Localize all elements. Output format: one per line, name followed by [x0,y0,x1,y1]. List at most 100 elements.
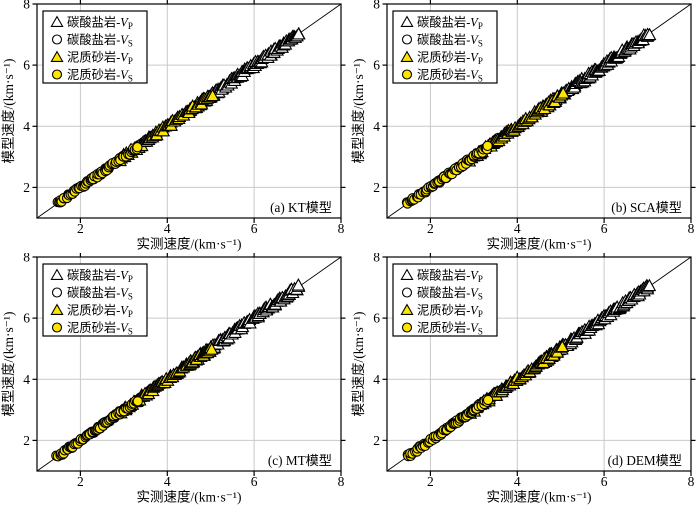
y-tick-label: 6 [373,311,380,326]
subplot-c: 2 4 6 8 2 4 6 8 实测速度/(km·s⁻¹) 模型速度/(km·s… [0,253,350,506]
x-tick-label: 2 [427,474,434,489]
legend-marker-mudsand-vs-icon [51,322,63,333]
legend-label-mudsand-vs: 泥质砂岩-VS [67,320,133,337]
scatter-points [51,278,306,462]
y-axis-label: 模型速度/(km·s⁻¹) [351,59,366,164]
y-tick-label: 6 [373,58,380,73]
legend-marker-carbonate-vs-icon [51,287,63,298]
x-tick-label: 6 [601,474,608,489]
legend-marker-mudsand-vs-icon [401,69,413,80]
scatter-points [402,278,657,462]
data-point [132,396,143,407]
subplot-b: 2 4 6 8 2 4 6 8 实测速度/(km·s⁻¹) 模型速度/(km·s… [350,0,700,253]
y-tick-labels: 2 4 6 8 [373,253,380,448]
x-tick-labels: 2 4 6 8 [77,474,345,489]
x-tick-labels: 2 4 6 8 [427,474,695,489]
y-tick-label: 2 [373,433,380,448]
y-tick-label: 4 [373,372,380,387]
y-axis-label: 模型速度/(km·s⁻¹) [351,312,366,417]
y-tick-label: 4 [23,119,30,134]
legend-marker-carbonate-vs-icon [51,34,63,45]
y-tick-label: 6 [23,58,30,73]
y-tick-label: 8 [23,0,30,12]
subplot-d-canvas: 2 4 6 8 2 4 6 8 实测速度/(km·s⁻¹) 模型速度/(km·s… [351,253,696,505]
legend-label-carbonate-vp: 碳酸盐岩-VP [417,14,483,31]
x-tick-label: 2 [427,221,434,236]
legend-marker-mudsand-vp-icon [400,303,414,315]
axis-ticks [32,0,346,223]
x-tick-label: 6 [251,221,258,236]
legend-marker-carbonate-vp-icon [400,15,414,27]
legend-label-carbonate-vs: 碳酸盐岩-VS [67,285,133,302]
data-point [204,342,219,355]
legend-label-carbonate-vs: 碳酸盐岩-VS [417,285,483,302]
legend-marker-carbonate-vp-icon [50,268,64,280]
x-tick-label: 2 [77,474,84,489]
legend-label-carbonate-vs: 碳酸盐岩-VS [417,32,483,49]
x-axis-label: 实测速度/(km·s⁻¹) [137,490,242,505]
subplot-tag: (a) KT模型 [270,200,332,215]
legend-marker-mudsand-vp-icon [50,303,64,315]
x-tick-label: 4 [164,474,171,489]
scatter-points [401,27,657,209]
x-tick-label: 4 [164,221,171,236]
data-point [482,140,493,152]
y-tick-label: 2 [23,433,30,448]
subplot-b-canvas: 2 4 6 8 2 4 6 8 实测速度/(km·s⁻¹) 模型速度/(km·s… [351,0,696,252]
data-point [642,27,657,41]
x-axis-label: 实测速度/(km·s⁻¹) [487,237,592,252]
axis-ticks [382,0,696,223]
x-axis-label: 实测速度/(km·s⁻¹) [487,490,592,505]
y-tick-label: 2 [373,180,380,195]
legend-marker-mudsand-vs-icon [51,69,63,80]
legend: 碳酸盐岩-VP 碳酸盐岩-VS 泥质砂岩-VP 泥质砂岩-VS [392,263,498,337]
data-point [556,86,571,99]
x-tick-label: 8 [688,474,695,489]
legend-label-mudsand-vp: 泥质砂岩-VP [67,302,133,319]
axis-ticks [32,253,346,476]
legend-label-mudsand-vs: 泥质砂岩-VS [417,67,483,84]
y-axis-label: 模型速度/(km·s⁻¹) [1,59,16,164]
legend-marker-mudsand-vp-icon [50,50,64,62]
x-axis-label: 实测速度/(km·s⁻¹) [137,237,242,252]
plot-border [36,3,342,219]
data-point [555,339,570,353]
legend: 碳酸盐岩-VP 碳酸盐岩-VS 泥质砂岩-VP 泥质砂岩-VS [42,10,148,84]
legend-label-mudsand-vp: 泥质砂岩-VP [67,49,133,66]
y-tick-labels: 2 4 6 8 [23,0,30,195]
subplot-c-canvas: 2 4 6 8 2 4 6 8 实测速度/(km·s⁻¹) 模型速度/(km·s… [1,253,346,505]
plot-border [386,3,692,219]
data-point [482,394,494,406]
x-tick-label: 8 [688,221,695,236]
subplot-tag: (c) MT模型 [268,453,332,468]
y-tick-label: 8 [373,253,380,265]
x-tick-labels: 2 4 6 8 [427,221,695,236]
x-tick-label: 4 [514,221,521,236]
axis-ticks [382,253,696,476]
legend-label-carbonate-vp: 碳酸盐岩-VP [67,14,133,31]
plot-border [36,256,342,472]
legend-label-mudsand-vs: 泥质砂岩-VS [417,320,483,337]
x-tick-label: 4 [514,474,521,489]
y-tick-label: 8 [373,0,380,12]
y-tick-label: 6 [23,311,30,326]
legend-label-mudsand-vp: 泥质砂岩-VP [417,49,483,66]
data-point [291,26,306,40]
x-tick-label: 2 [77,221,84,236]
y-tick-label: 4 [373,119,380,134]
y-tick-label: 8 [23,253,30,265]
subplot-tag: (b) SCA模型 [611,200,682,215]
y-tick-labels: 2 4 6 8 [373,0,380,195]
legend-marker-carbonate-vs-icon [401,287,413,298]
y-tick-label: 2 [23,180,30,195]
subplot-d: 2 4 6 8 2 4 6 8 实测速度/(km·s⁻¹) 模型速度/(km·s… [350,253,700,506]
x-tick-label: 8 [338,221,345,236]
data-point [132,142,143,153]
data-point [642,278,657,292]
y-tick-labels: 2 4 6 8 [23,253,30,448]
x-tick-labels: 2 4 6 8 [77,221,345,236]
legend-label-carbonate-vp: 碳酸盐岩-VP [67,267,133,284]
legend-marker-mudsand-vp-icon [400,50,414,62]
legend-label-mudsand-vs: 泥质砂岩-VS [67,67,133,84]
